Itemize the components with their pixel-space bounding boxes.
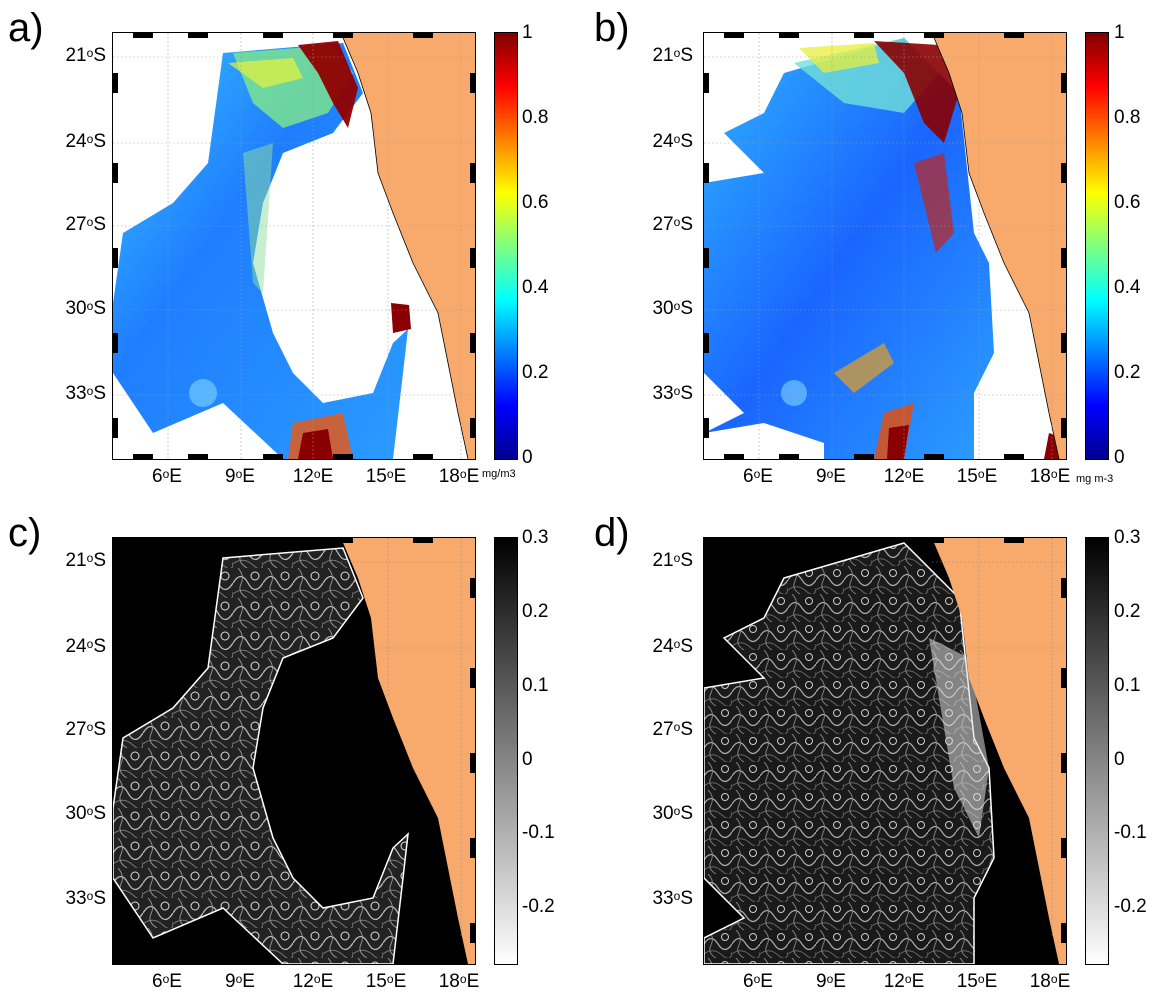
lon-tick: 18oE <box>1029 466 1071 487</box>
lat-tick: 21oS <box>652 45 693 66</box>
cbar-tick: 0 <box>522 749 533 770</box>
lon-tick: 12oE <box>883 971 925 992</box>
lon-tick: 12oE <box>292 971 334 992</box>
lat-tick: 30oS <box>65 803 106 824</box>
lat-tick: 24oS <box>65 131 106 152</box>
cbar-tick: 0.1 <box>522 675 549 696</box>
cbar-tick: 0.2 <box>522 601 549 622</box>
lat-tick: 33oS <box>652 888 693 909</box>
land-africa <box>932 33 1066 459</box>
lon-tick: 12oE <box>292 466 334 487</box>
cbar-tick: 0.8 <box>522 107 549 128</box>
panel-label: c) <box>8 511 42 555</box>
lat-tick: 21oS <box>652 550 693 571</box>
lon-tick: 9oE <box>225 466 255 487</box>
land-africa <box>341 33 475 459</box>
gradient-field <box>113 547 409 964</box>
panel-label: d) <box>594 511 630 555</box>
cbar-tick: -0.2 <box>1114 896 1147 917</box>
cbar-tick: 0.1 <box>1114 675 1141 696</box>
map-a <box>112 32 476 460</box>
cbar-tick: -0.2 <box>522 896 555 917</box>
cbar-tick: -0.1 <box>1114 822 1147 843</box>
lat-tick: 27oS <box>652 214 693 235</box>
land-africa <box>341 538 475 964</box>
colorbar-d <box>1085 537 1109 965</box>
land-africa <box>932 538 1066 964</box>
colorbar-b <box>1085 32 1109 460</box>
lon-tick: 9oE <box>816 971 846 992</box>
lat-tick: 21oS <box>65 550 106 571</box>
lat-tick: 30oS <box>65 298 106 319</box>
cbar-tick: 0 <box>1114 447 1125 468</box>
cbar-tick: 0.6 <box>522 192 549 213</box>
lon-tick: 9oE <box>816 466 846 487</box>
lon-tick: 9oE <box>225 971 255 992</box>
cbar-unit: mg m-3 <box>1076 473 1114 485</box>
cbar-tick: 0.4 <box>1114 277 1141 298</box>
lat-tick: 30oS <box>652 298 693 319</box>
lon-tick: 6oE <box>743 971 773 992</box>
panel-a: a) <box>0 0 580 500</box>
map-c-svg <box>113 538 475 964</box>
lat-tick: 33oS <box>65 888 106 909</box>
lon-tick: 18oE <box>438 466 480 487</box>
map-a-svg <box>113 33 475 459</box>
chlorophyll-field <box>113 43 408 459</box>
panel-c: c) 0.3 <box>0 505 580 1004</box>
map-b-svg <box>704 33 1066 459</box>
cbar-tick: 0.6 <box>1114 192 1141 213</box>
cbar-tick: 0.2 <box>1114 362 1141 383</box>
panel-b: b) <box>590 0 1159 500</box>
cbar-tick: 0.4 <box>522 277 549 298</box>
lat-tick: 27oS <box>652 719 693 740</box>
lat-tick: 24oS <box>65 636 106 657</box>
panel-label: a) <box>8 6 44 50</box>
map-d <box>703 537 1067 965</box>
cbar-tick: 0.3 <box>1114 527 1141 548</box>
lon-tick: 15oE <box>365 466 407 487</box>
lon-tick: 6oE <box>152 971 182 992</box>
colorbar-c <box>494 537 518 965</box>
lat-tick: 30oS <box>652 803 693 824</box>
cbar-tick: 0.2 <box>522 362 549 383</box>
lat-tick: 21oS <box>65 45 106 66</box>
lon-tick: 6oE <box>743 466 773 487</box>
lat-tick: 24oS <box>652 636 693 657</box>
map-d-svg <box>704 538 1066 964</box>
lon-tick: 12oE <box>883 466 925 487</box>
cbar-tick: -0.1 <box>522 822 555 843</box>
cbar-tick: 1 <box>1114 22 1125 43</box>
map-b <box>703 32 1067 460</box>
cbar-tick: 0.8 <box>1114 107 1141 128</box>
lat-tick: 24oS <box>652 131 693 152</box>
lon-tick: 15oE <box>365 971 407 992</box>
cbar-tick: 0.2 <box>1114 601 1141 622</box>
colorbar-a <box>494 32 518 460</box>
lon-tick: 15oE <box>956 971 998 992</box>
panel-d: d) <box>590 505 1159 1004</box>
lat-tick: 27oS <box>65 719 106 740</box>
cbar-unit: mg/m3 <box>482 468 516 480</box>
lon-tick: 6oE <box>152 466 182 487</box>
lon-tick: 18oE <box>438 971 480 992</box>
map-c <box>112 537 476 965</box>
lon-tick: 15oE <box>956 466 998 487</box>
cbar-tick: 1 <box>522 22 533 43</box>
lat-tick: 33oS <box>65 383 106 404</box>
lat-tick: 27oS <box>65 214 106 235</box>
cbar-tick: 0.3 <box>522 527 549 548</box>
lat-tick: 33oS <box>652 383 693 404</box>
cbar-tick: 0 <box>522 447 533 468</box>
panel-label: b) <box>594 6 630 50</box>
cbar-tick: 0 <box>1114 749 1125 770</box>
lon-tick: 18oE <box>1029 971 1071 992</box>
